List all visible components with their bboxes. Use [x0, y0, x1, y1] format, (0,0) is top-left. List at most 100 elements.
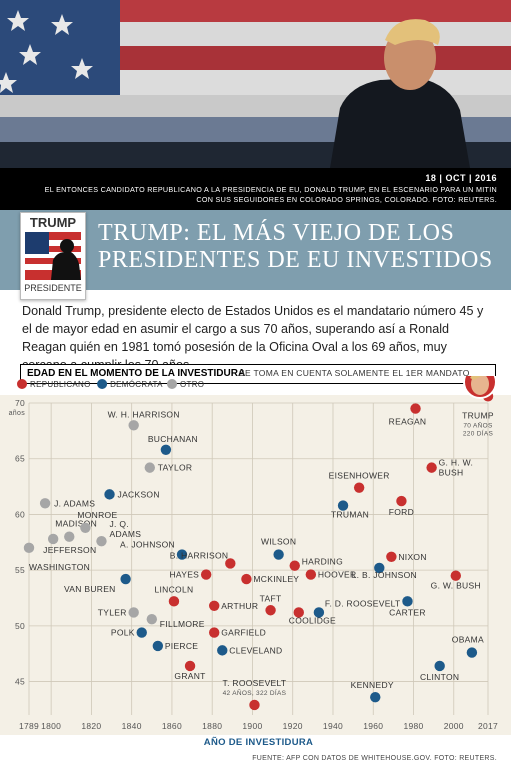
- logo-bottom-text: PRESIDENTE: [24, 283, 82, 293]
- data-point-harding: [289, 560, 300, 571]
- data-point-polk: [136, 627, 147, 638]
- scatter-chart: REPUBLICANO DEMÓCRATA OTRO 45 50 55 60 65 70 1789…: [9, 376, 498, 748]
- x-tick-label-1789: 1789: [19, 721, 39, 731]
- y-tick-label-55: 55: [15, 565, 25, 575]
- x-tick-label-1980: 1980: [403, 721, 423, 731]
- data-point-obama: [466, 647, 478, 658]
- point-label-coolidge: COOLIDGE: [289, 615, 336, 625]
- point-label-g-h-w-bush: G. H. W.: [439, 458, 474, 468]
- data-point-reagan: [410, 403, 421, 414]
- point-label-truman: TRUMAN: [331, 510, 369, 520]
- data-point-truman: [337, 500, 349, 511]
- title-banner: TRUMP PRESIDENTE TRUMP: EL MÁS VIEJO DE …: [0, 210, 511, 300]
- data-point-buchanan: [160, 444, 172, 455]
- chart-title: EDAD EN EL MOMENTO DE LA INVESTIDURA: [27, 368, 246, 379]
- point-label-mckinley: MCKINLEY: [253, 574, 299, 584]
- x-tick-label-1820: 1820: [81, 721, 101, 731]
- data-point-b-harrison: [225, 558, 236, 569]
- data-point-clinton: [434, 660, 445, 672]
- annotation-t-roosevelt: 42 AÑOS, 322 DÍAS: [223, 688, 287, 697]
- trump-portrait-face: [471, 376, 489, 395]
- point-label-polk: POLK: [111, 628, 135, 638]
- x-tick-label-1840: 1840: [122, 721, 142, 731]
- point-label-j-q-adams: J. Q.: [109, 519, 128, 529]
- data-point-lincoln: [168, 596, 180, 607]
- legend-label-democrata: DEMÓCRATA: [110, 380, 163, 389]
- point-label-g-h-w-bush-2: BUSH: [439, 468, 464, 478]
- data-point-f-d-roosevelt: [313, 607, 325, 618]
- annotation-trump-2: 220 DÍAS: [463, 428, 494, 437]
- point-label-arthur: ARTHUR: [221, 601, 258, 611]
- logo-flag-silhouette-icon: [25, 232, 81, 280]
- point-label-g-w-bush: G. W. BUSH: [431, 581, 481, 591]
- data-point-l-b-johnson: [374, 562, 385, 574]
- x-tick-label-1920: 1920: [283, 721, 303, 731]
- flag-photo-illustration: [0, 0, 511, 168]
- legend-label-republicano: REPUBLICANO: [30, 380, 91, 389]
- caption-date: 18 | OCT | 2016: [425, 173, 497, 183]
- point-label-fillmore: FILLMORE: [160, 619, 205, 629]
- point-label-b-harrison: B. HARRISON: [170, 550, 229, 560]
- data-point-taft: [265, 605, 276, 616]
- data-point-hoover: [305, 569, 317, 580]
- point-label-eisenhower: EISENHOWER: [329, 471, 390, 481]
- point-label-carter: CARTER: [389, 607, 426, 617]
- data-point-coolidge: [293, 607, 304, 618]
- x-tick-label-2000: 2000: [444, 721, 464, 731]
- point-label-reagan: REAGAN: [389, 417, 427, 427]
- chart-title-box: EDAD EN EL MOMENTO DE LA INVESTIDURA SE …: [20, 364, 496, 384]
- data-point-nixon: [386, 551, 397, 562]
- point-label-harding: HARDING: [302, 557, 343, 567]
- point-label-a-johnson: A. JOHNSON: [120, 540, 175, 550]
- point-label-obama: OBAMA: [452, 635, 484, 645]
- x-tick-label-1880: 1880: [202, 721, 222, 731]
- data-point-arthur: [209, 600, 220, 611]
- legend-marker-otro: [167, 379, 177, 389]
- caption-text: EL ENTONCES CANDIDATO REPUBLICANO A LA P…: [44, 185, 497, 204]
- point-label-jefferson: JEFFERSON: [43, 545, 96, 555]
- point-label-washington: WASHINGTON: [29, 562, 90, 572]
- x-tick-label-1860: 1860: [162, 721, 182, 731]
- legend-marker-republicano: [17, 379, 27, 389]
- point-label-clinton: CLINTON: [420, 672, 459, 682]
- point-label-w-h-harrison: W. H. HARRISON: [108, 409, 180, 419]
- data-point-hayes: [200, 569, 212, 580]
- data-point-cleveland: [217, 645, 228, 656]
- point-label-buchanan: BUCHANAN: [148, 434, 198, 444]
- trump-presidente-logo: TRUMP PRESIDENTE: [20, 212, 86, 300]
- data-point-mckinley: [241, 573, 252, 585]
- point-label-monroe: MONROE: [77, 510, 117, 520]
- data-point-monroe: [80, 522, 91, 533]
- data-point-fillmore: [146, 613, 158, 625]
- y-tick-label-50: 50: [15, 621, 25, 631]
- data-point-madison: [64, 531, 75, 542]
- point-label-taylor: TAYLOR: [158, 463, 193, 473]
- page-title: TRUMP: EL MÁS VIEJO DE LOS PRESIDENTES D…: [98, 220, 493, 273]
- data-point-taylor: [144, 462, 155, 473]
- annotation-trump-1: 70 AÑOS: [463, 420, 493, 429]
- point-label-ford: FORD: [389, 507, 414, 517]
- legend-marker-democrata: [97, 379, 108, 389]
- point-label-grant: GRANT: [174, 671, 205, 681]
- point-label-garfield: GARFIELD: [221, 628, 266, 638]
- data-point-washington: [23, 542, 35, 554]
- data-point-j-adams: [39, 498, 51, 509]
- data-point-wilson: [273, 549, 284, 560]
- x-tick-label-1900: 1900: [242, 721, 262, 731]
- data-point-g-h-w-bush: [426, 462, 437, 473]
- point-label-trump: TRUMP: [462, 410, 494, 420]
- point-label-nixon: NIXON: [398, 552, 426, 562]
- data-point-jackson: [104, 489, 115, 500]
- legend-label-otro: OTRO: [180, 380, 204, 389]
- point-label-l-b-johnson: L. B. JOHNSON: [352, 570, 417, 580]
- y-tick-label-65: 65: [15, 454, 25, 464]
- point-label-kennedy: KENNEDY: [351, 680, 394, 690]
- point-label-madison: MADISON: [55, 519, 97, 529]
- chart-note: SE TOMA EN CUENTA SOLAMENTE EL 1ER MANDA…: [239, 368, 470, 378]
- point-label-j-q-adams-2: ADAMS: [109, 529, 141, 539]
- y-tick-label-45: 45: [15, 677, 25, 687]
- data-point-j-q-adams: [96, 535, 107, 547]
- point-label-hoover: HOOVER: [318, 570, 357, 580]
- data-point-garfield: [209, 627, 220, 638]
- x-tick-label-1940: 1940: [323, 721, 343, 731]
